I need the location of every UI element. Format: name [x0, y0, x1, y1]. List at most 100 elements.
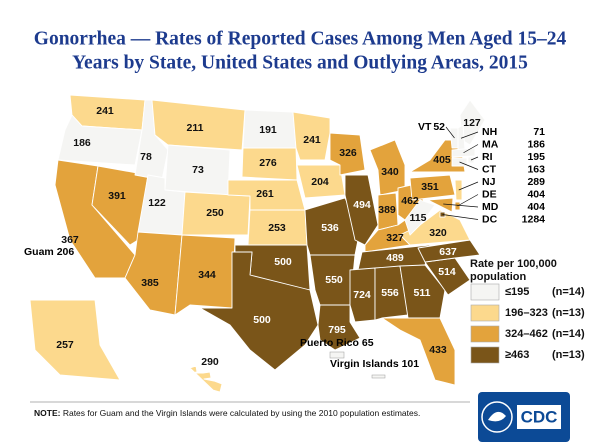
legend-label: 324–462: [505, 328, 548, 340]
state: [404, 199, 436, 236]
state-rate: 724: [353, 289, 371, 301]
leader: [470, 156, 479, 161]
state-rate: 391: [108, 190, 126, 202]
callout-name: NJ: [482, 176, 496, 188]
state-rate: 78: [140, 151, 152, 163]
state-rate: 637: [439, 246, 457, 258]
title: Gonorrhea — Rates of Reported Cases Amon…: [34, 28, 567, 49]
leader: [442, 214, 479, 220]
area-rate: 206: [57, 246, 75, 258]
legend-swatch: [470, 346, 500, 364]
callout-rate: 186: [527, 138, 545, 150]
state: [199, 251, 319, 371]
map: [29, 94, 486, 393]
state: [57, 114, 143, 166]
state-rate: 257: [56, 339, 74, 351]
state-rate: 511: [414, 287, 431, 299]
state-rate: 211: [187, 122, 204, 134]
state-rate: 500: [274, 256, 292, 268]
state-rate: 276: [259, 157, 277, 169]
state-rate: 261: [256, 188, 274, 200]
area-label: Virgin Islands 101: [330, 358, 419, 370]
state-rate: 115: [410, 212, 427, 224]
callout-rate: 404: [527, 188, 545, 200]
state: [399, 264, 446, 319]
state-rate: 556: [381, 287, 399, 299]
callout-rate: 404: [527, 201, 545, 213]
state: [349, 267, 376, 323]
state: [124, 231, 183, 316]
state-rate: 367: [61, 234, 79, 246]
area-name: Puerto Rico: [300, 337, 359, 349]
note-label: NOTE:: [34, 408, 61, 418]
state-rate: 320: [429, 227, 447, 239]
callout-name: DE: [482, 188, 497, 200]
callout-rate: 163: [527, 163, 545, 175]
leader: [458, 181, 479, 191]
state: [29, 299, 121, 381]
area-label: Guam 206: [24, 246, 74, 258]
state-rate: 340: [381, 166, 399, 178]
legend-swatch: [470, 325, 500, 343]
legend-label: ≥463: [505, 349, 529, 361]
callout-rate: 52: [433, 121, 445, 133]
state-rate: 462: [401, 195, 419, 207]
callout-rate: 71: [533, 126, 545, 138]
note-text: Rates for Guam and the Virgin Islands we…: [63, 408, 421, 418]
legend-count: (n=14): [552, 328, 585, 340]
callout-rate: 195: [527, 151, 545, 163]
logo: CDC: [478, 392, 570, 442]
state-rate: 290: [201, 356, 219, 368]
legend-title: population: [470, 271, 526, 283]
leader: [445, 126, 455, 139]
area-rate: 65: [362, 337, 374, 349]
state: [292, 111, 331, 161]
state-rate: 186: [73, 137, 91, 149]
state-rate: 385: [141, 277, 159, 289]
legend-count: (n=13): [552, 349, 585, 361]
state-rate: 405: [433, 154, 451, 166]
legend-label: 196–323: [505, 307, 548, 319]
state-rate: 326: [339, 147, 357, 159]
state-rate: 795: [328, 324, 346, 336]
area-label: Puerto Rico 65: [300, 337, 374, 349]
area-name: Virgin Islands: [330, 358, 399, 370]
state-rate: 122: [148, 197, 166, 209]
state: [417, 239, 481, 263]
state-rate: 204: [311, 176, 329, 188]
state-rate: 327: [386, 232, 404, 244]
state-rate: 127: [463, 117, 481, 129]
area-shape: [329, 351, 345, 359]
logo-text: CDC: [521, 407, 558, 426]
legend-swatch: [470, 304, 500, 322]
state-rate: 500: [253, 314, 271, 326]
state: [454, 179, 463, 201]
callout-rate: 289: [527, 176, 545, 188]
state-rate: 550: [325, 274, 343, 286]
state-rate: 241: [96, 105, 114, 117]
state-rate: 344: [198, 269, 216, 281]
title: Years by State, United States and Outlyi…: [72, 52, 528, 73]
callout-rate: 1284: [522, 213, 546, 225]
state: [381, 317, 456, 386]
callout-name: RI: [482, 151, 493, 163]
state-rate: 253: [268, 222, 286, 234]
state-rate: 389: [378, 204, 396, 216]
callout-name: VT: [418, 121, 432, 133]
callout-name: NH: [482, 126, 497, 138]
state-rate: 351: [421, 181, 439, 193]
state: [151, 99, 246, 151]
leader: [443, 203, 479, 208]
callout-name: MA: [482, 138, 499, 150]
leader: [457, 194, 479, 207]
leader: [459, 161, 479, 170]
legend-swatch: [470, 283, 500, 301]
state: [174, 234, 236, 316]
leader: [460, 131, 479, 139]
area-name: Guam: [24, 246, 54, 258]
state-rate: 191: [259, 124, 277, 136]
state-rate: 73: [192, 164, 204, 176]
note: NOTE: Rates for Guam and the Virgin Isla…: [34, 408, 420, 418]
state: [427, 197, 454, 213]
